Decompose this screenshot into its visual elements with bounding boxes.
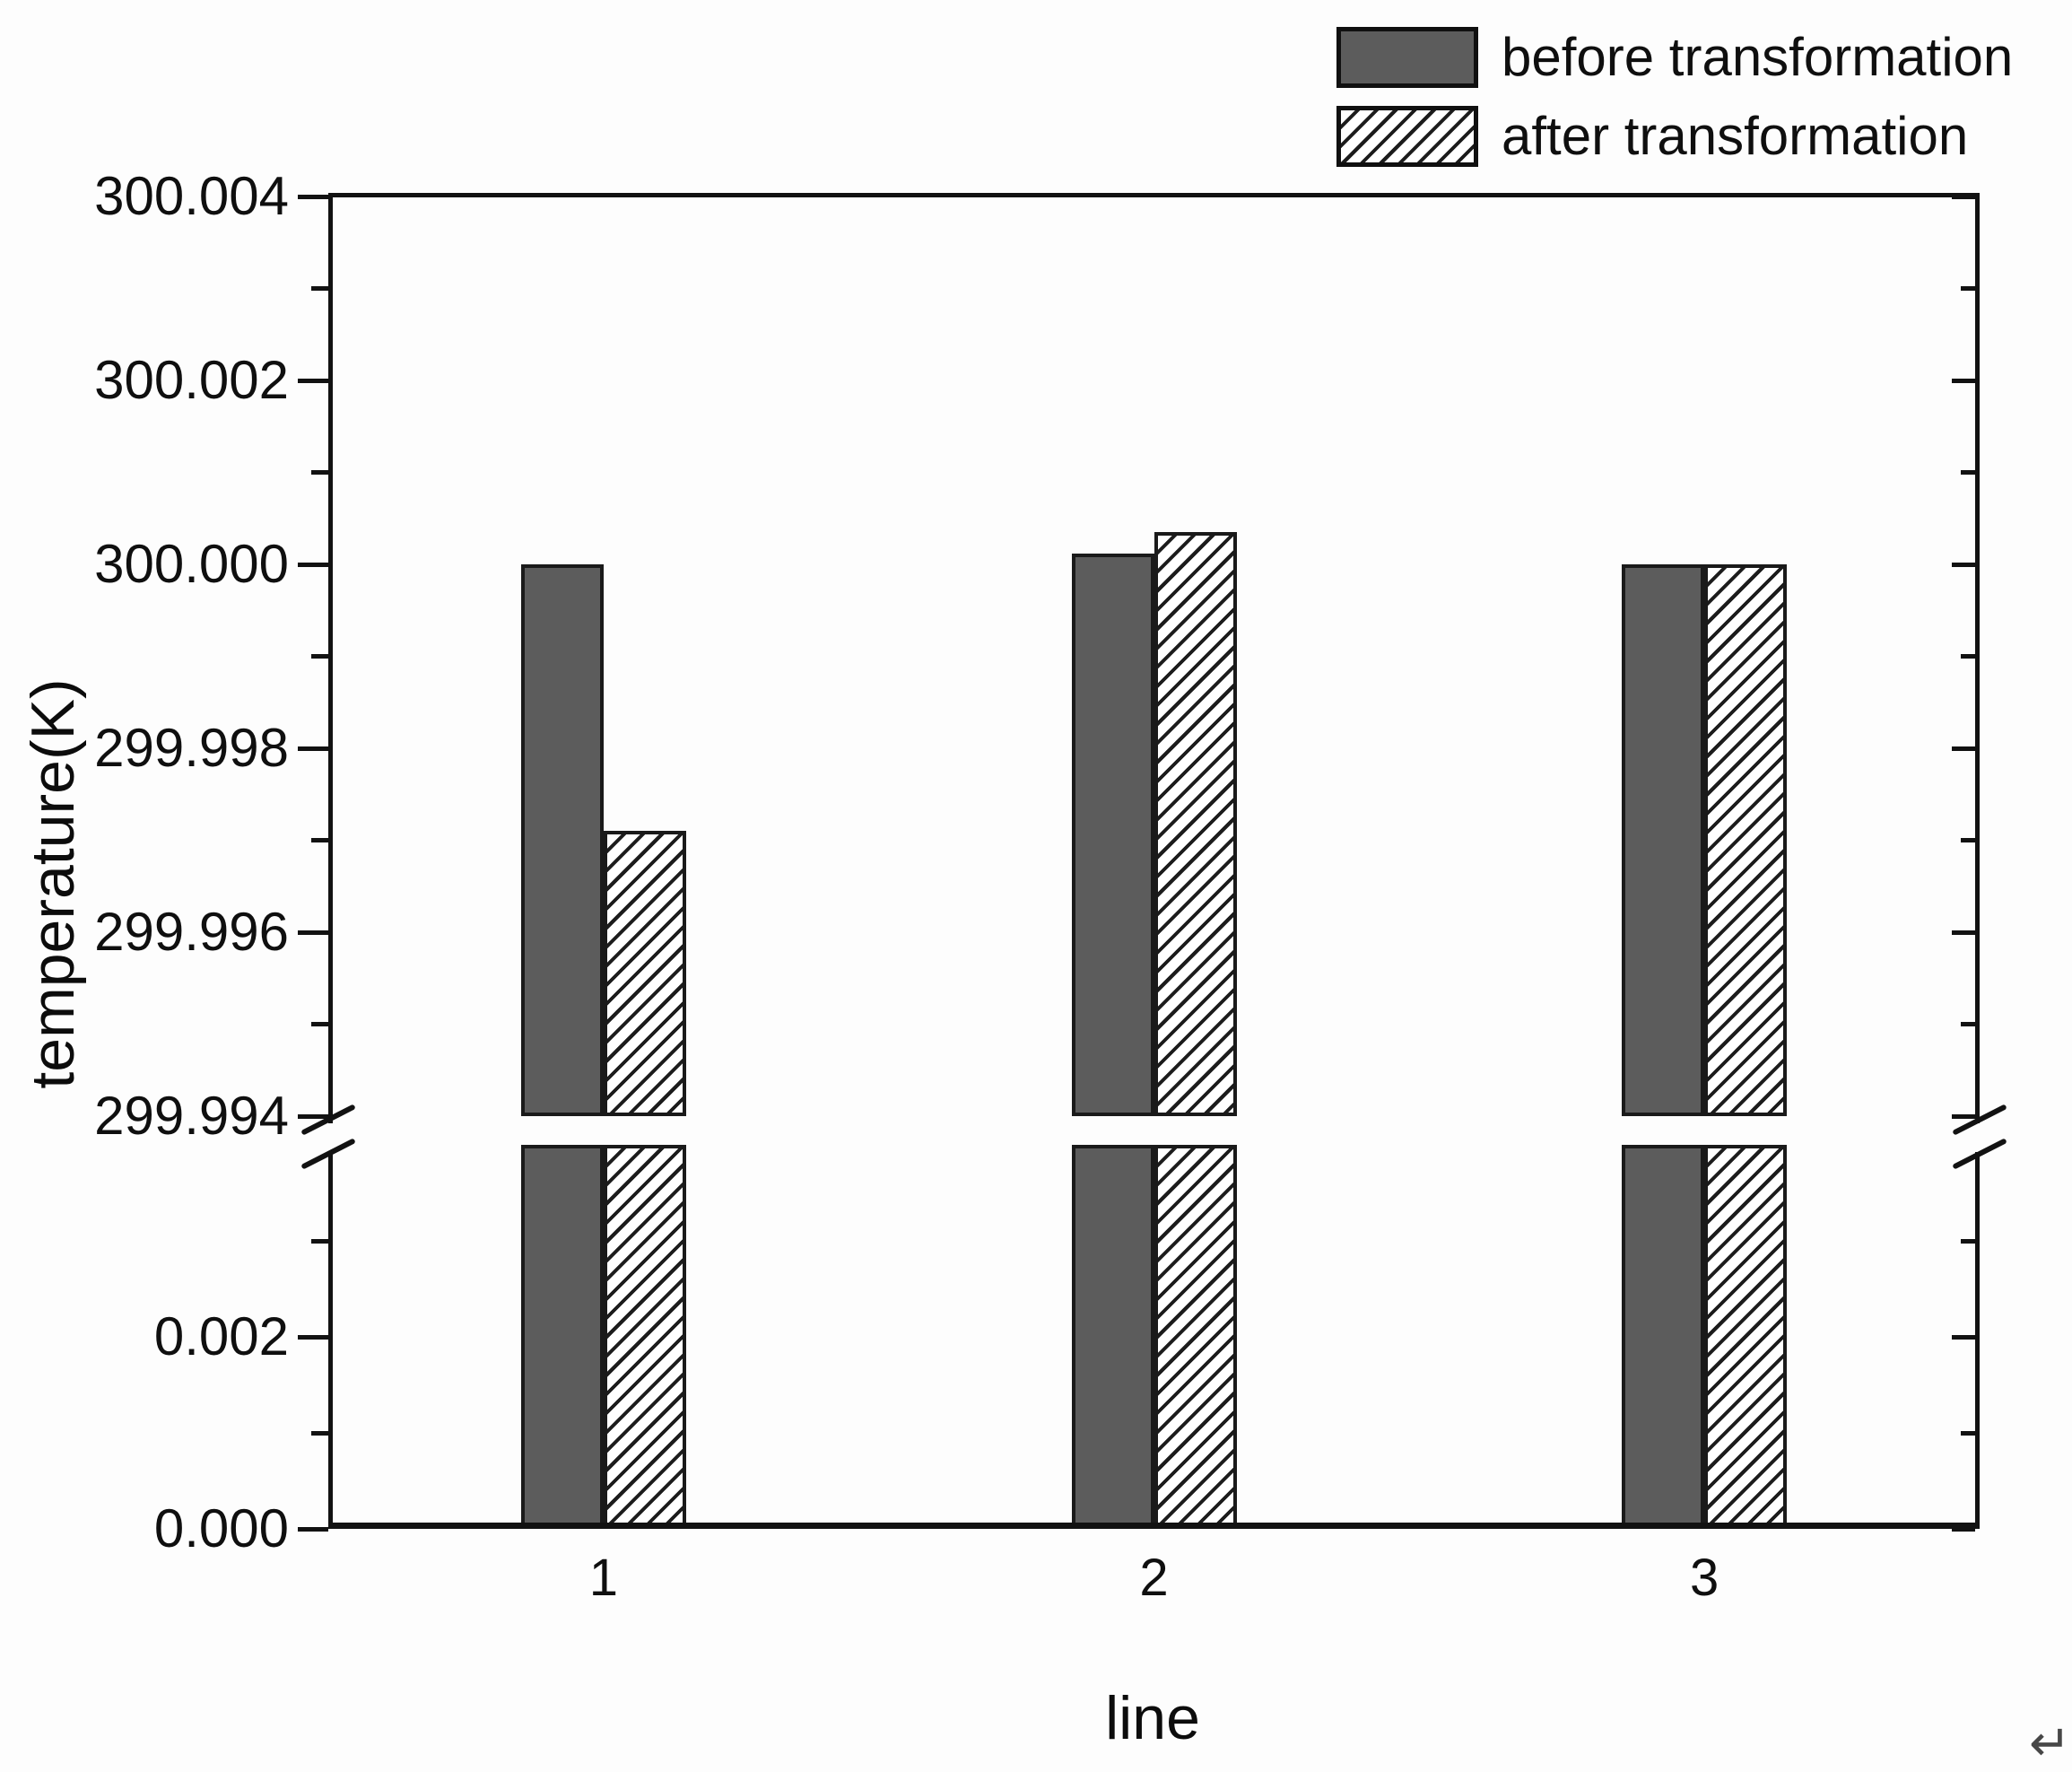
y-tick-label: 0.002 bbox=[153, 1306, 289, 1366]
y-right-tick bbox=[1961, 470, 1975, 475]
y-right-tick bbox=[1961, 286, 1975, 291]
y-right-tick bbox=[1952, 930, 1975, 935]
y-major-tick bbox=[298, 1113, 328, 1119]
y-right-tick bbox=[1952, 1334, 1975, 1340]
legend-item-before: before transformation bbox=[1336, 27, 2013, 88]
y-right-tick bbox=[1961, 654, 1975, 659]
y-tick-label: 0.000 bbox=[153, 1498, 289, 1558]
y-minor-tick bbox=[311, 286, 328, 291]
y-tick-label: 299.998 bbox=[94, 718, 289, 778]
bar-before-cat2-lower bbox=[1071, 1145, 1154, 1529]
bar-before-cat2-upper bbox=[1071, 553, 1154, 1116]
x-axis-title: line bbox=[1105, 1684, 1200, 1752]
y-tick-label: 299.996 bbox=[94, 902, 289, 962]
legend-swatch-after-icon bbox=[1336, 106, 1478, 167]
bar-after-cat3-lower bbox=[1704, 1145, 1788, 1529]
y-major-tick bbox=[298, 930, 328, 935]
y-right-tick bbox=[1952, 194, 1975, 199]
y-major-tick bbox=[298, 562, 328, 567]
y-right-tick bbox=[1961, 1238, 1975, 1244]
axis-break-gap bbox=[321, 1123, 335, 1152]
y-right-tick bbox=[1952, 1113, 1975, 1119]
axis-break-gap bbox=[1972, 1123, 1987, 1152]
legend: before transformation after transformati… bbox=[1336, 27, 2013, 185]
y-tick-label: 299.994 bbox=[94, 1086, 289, 1146]
bar-after-cat2-upper bbox=[1154, 532, 1237, 1116]
x-tick-label-3: 3 bbox=[1690, 1549, 1719, 1607]
y-tick-label: 300.002 bbox=[94, 350, 289, 410]
legend-label-after: after transformation bbox=[1502, 106, 1969, 166]
bar-after-cat1-upper bbox=[603, 831, 686, 1116]
y-minor-tick bbox=[311, 838, 328, 842]
x-tick-label-1: 1 bbox=[588, 1549, 618, 1607]
bar-before-cat3-lower bbox=[1622, 1145, 1705, 1529]
bar-after-cat1-lower bbox=[603, 1145, 686, 1529]
y-major-tick bbox=[298, 194, 328, 199]
bar-after-cat3-upper bbox=[1704, 564, 1788, 1116]
bar-before-cat1-lower bbox=[520, 1145, 604, 1529]
y-major-tick bbox=[298, 1526, 328, 1532]
y-right-tick bbox=[1952, 562, 1975, 567]
y-right-tick bbox=[1961, 1430, 1975, 1436]
legend-swatch-before-icon bbox=[1336, 27, 1478, 88]
legend-label-before: before transformation bbox=[1502, 27, 2014, 87]
y-minor-tick bbox=[311, 470, 328, 475]
return-arrow-icon: ↵ bbox=[2029, 1715, 2071, 1771]
y-minor-tick bbox=[311, 1430, 328, 1436]
y-right-tick bbox=[1961, 838, 1975, 842]
y-minor-tick bbox=[311, 1238, 328, 1244]
y-right-tick bbox=[1952, 746, 1975, 751]
bar-after-cat2-lower bbox=[1154, 1145, 1237, 1529]
y-major-tick bbox=[298, 746, 328, 751]
legend-item-after: after transformation bbox=[1336, 106, 2013, 167]
y-major-tick bbox=[298, 1334, 328, 1340]
y-right-tick bbox=[1952, 1526, 1975, 1532]
y-minor-tick bbox=[311, 1022, 328, 1026]
y-major-tick bbox=[298, 378, 328, 383]
x-tick-label-2: 2 bbox=[1139, 1549, 1169, 1607]
y-tick-label: 300.000 bbox=[94, 534, 289, 594]
y-tick-label: 300.004 bbox=[94, 166, 289, 226]
bar-before-cat3-upper bbox=[1622, 564, 1705, 1116]
y-minor-tick bbox=[311, 654, 328, 659]
y-right-tick bbox=[1961, 1022, 1975, 1026]
y-right-tick bbox=[1952, 378, 1975, 383]
bar-before-cat1-upper bbox=[520, 564, 604, 1116]
